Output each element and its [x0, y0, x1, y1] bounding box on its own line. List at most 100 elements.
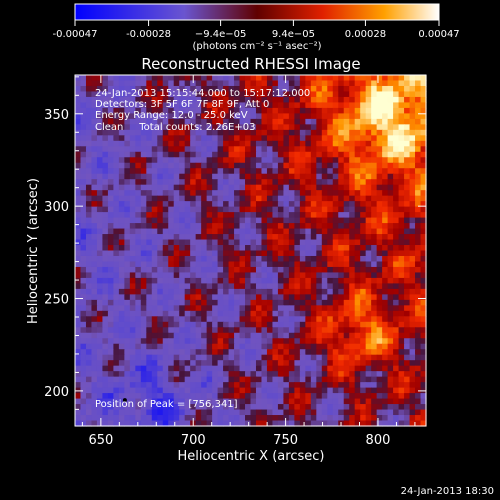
heatmap-pixel [299, 107, 306, 114]
heatmap-pixel [382, 107, 389, 114]
heatmap-pixel [409, 354, 416, 361]
heatmap-pixel [343, 272, 350, 279]
heatmap-pixel [107, 409, 114, 416]
heatmap-pixel [266, 360, 274, 367]
heatmap-pixel [212, 261, 219, 268]
heatmap-pixel [118, 162, 125, 169]
heatmap-pixel [118, 294, 125, 301]
heatmap-pixel [266, 129, 274, 136]
heatmap-pixel [107, 75, 114, 82]
heatmap-pixel [250, 316, 257, 323]
heatmap-pixel [102, 234, 109, 241]
heatmap-pixel [124, 212, 131, 219]
heatmap-pixel [393, 272, 400, 279]
heatmap-pixel [376, 113, 383, 120]
heatmap-pixel [387, 217, 394, 224]
heatmap-pixel [228, 277, 235, 284]
heatmap-pixel [239, 327, 246, 334]
heatmap-pixel [223, 107, 230, 114]
heatmap-pixel [75, 349, 82, 356]
heatmap-pixel [217, 398, 224, 405]
heatmap-pixel [266, 409, 274, 416]
heatmap-pixel [135, 409, 142, 416]
heatmap-pixel [250, 96, 257, 104]
heatmap-pixel [387, 338, 394, 345]
heatmap-pixel [85, 239, 93, 246]
heatmap-pixel [102, 223, 109, 230]
heatmap-pixel [157, 201, 164, 208]
heatmap-pixel [75, 157, 82, 164]
heatmap-pixel [234, 338, 241, 345]
heatmap-pixel [272, 168, 279, 175]
heatmap-pixel [404, 91, 411, 98]
heatmap-pixel [75, 327, 82, 334]
heatmap-pixel [409, 255, 416, 263]
heatmap-pixel [415, 223, 422, 230]
heatmap-pixel [157, 261, 164, 268]
heatmap-pixel [173, 96, 180, 104]
heatmap-pixel [338, 305, 345, 312]
heatmap-pixel [223, 201, 230, 208]
heatmap-pixel [387, 245, 394, 252]
heatmap-pixel [310, 168, 317, 175]
heatmap-pixel [387, 343, 394, 350]
heatmap-pixel [223, 162, 230, 169]
heatmap-pixel [288, 321, 295, 328]
heatmap-pixel [217, 266, 224, 274]
heatmap-pixel [146, 272, 153, 279]
heatmap-pixel [217, 129, 224, 136]
heatmap-pixel [162, 415, 169, 422]
heatmap-pixel [129, 80, 136, 87]
heatmap-pixel [327, 91, 334, 98]
heatmap-pixel [255, 118, 263, 125]
heatmap-pixel [398, 129, 405, 136]
heatmap-pixel [245, 354, 252, 361]
heatmap-pixel [277, 91, 284, 98]
heatmap-pixel [294, 91, 301, 98]
heatmap-pixel [387, 398, 394, 405]
heatmap-pixel [107, 255, 114, 263]
heatmap-pixel [228, 338, 235, 345]
heatmap-pixel [179, 85, 186, 93]
heatmap-pixel [266, 118, 274, 125]
heatmap-pixel [266, 393, 274, 400]
heatmap-pixel [113, 283, 120, 290]
heatmap-pixel [250, 376, 257, 383]
heatmap-pixel [157, 294, 164, 301]
heatmap-pixel [255, 272, 263, 279]
heatmap-pixel [398, 316, 405, 323]
heatmap-pixel [85, 398, 93, 405]
heatmap-pixel [212, 234, 219, 241]
heatmap-pixel [80, 332, 87, 339]
heatmap-pixel [393, 195, 400, 202]
heatmap-pixel [102, 272, 109, 279]
heatmap-pixel [228, 288, 235, 295]
heatmap-pixel [272, 277, 279, 284]
heatmap-pixel [305, 266, 312, 274]
heatmap-pixel [102, 338, 109, 345]
heatmap-pixel [129, 409, 136, 416]
heatmap-pixel [140, 360, 147, 367]
heatmap-pixel [316, 228, 323, 235]
heatmap-pixel [223, 354, 230, 361]
heatmap-pixel [409, 107, 416, 114]
heatmap-pixel [184, 310, 191, 317]
heatmap-pixel [283, 415, 290, 422]
heatmap-pixel [343, 206, 350, 213]
heatmap-pixel [85, 255, 93, 263]
heatmap-pixel [135, 387, 142, 394]
heatmap-pixel [80, 190, 87, 197]
heatmap-pixel [393, 223, 400, 230]
heatmap-pixel [135, 190, 142, 197]
heatmap-pixel [113, 212, 120, 219]
heatmap-pixel [173, 118, 180, 125]
heatmap-pixel [96, 195, 104, 202]
heatmap-pixel [305, 250, 312, 257]
heatmap-pixel [212, 80, 219, 87]
heatmap-pixel [338, 234, 345, 241]
heatmap-pixel [206, 234, 213, 241]
heatmap-pixel [327, 365, 334, 372]
heatmap-pixel [245, 129, 252, 136]
heatmap-pixel [288, 234, 295, 241]
heatmap-pixel [85, 140, 93, 147]
